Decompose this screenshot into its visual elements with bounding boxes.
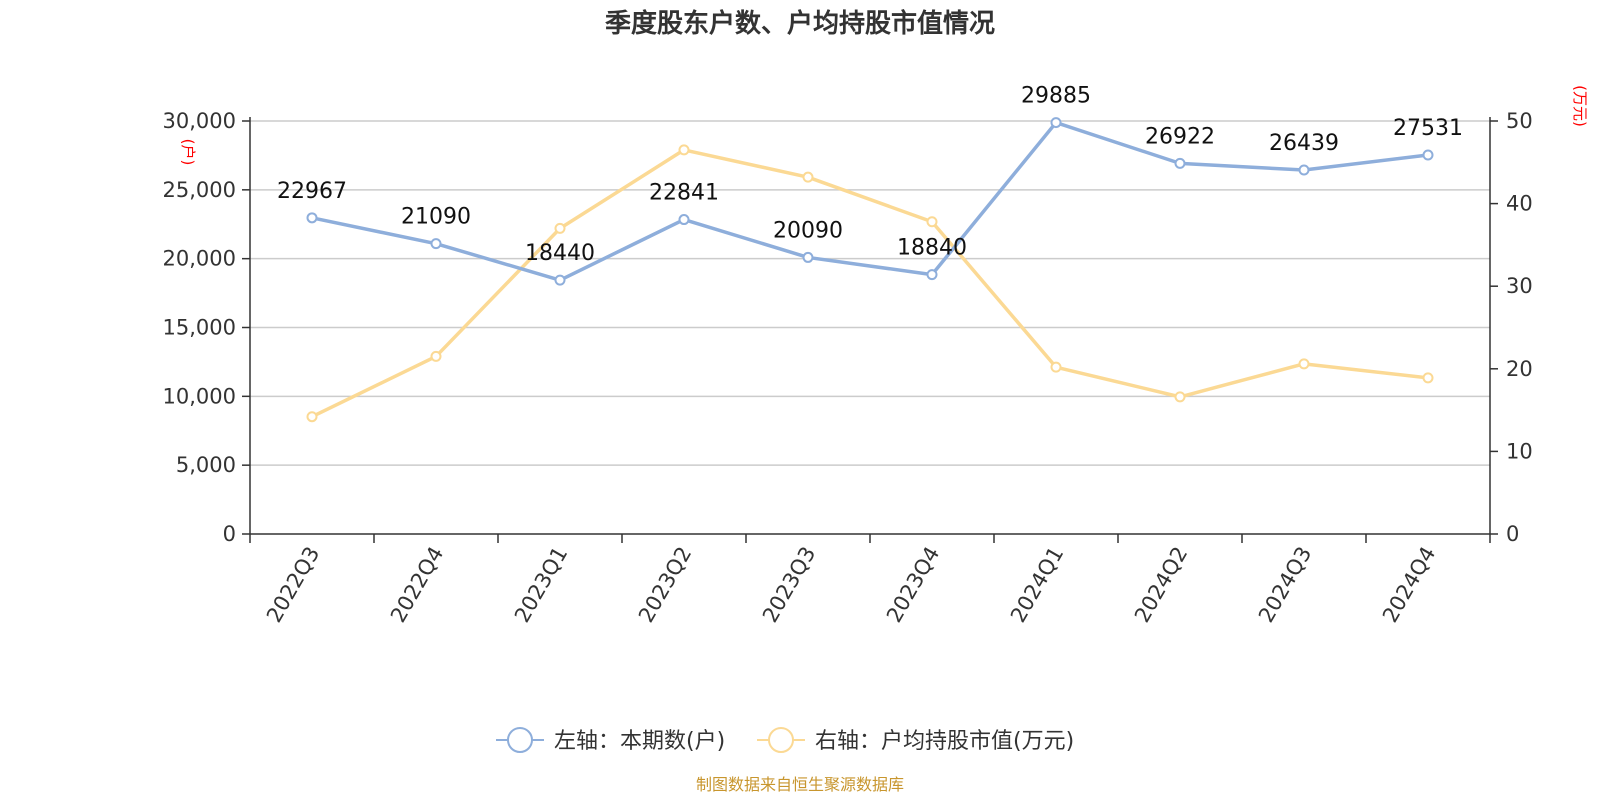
data-labels: 22967 21090 18440 22841 20090 18840 29885 26922… [277, 84, 1463, 267]
holder-count-data-label: 27531 [1393, 116, 1463, 141]
x-axis-tick-label: 2023Q3 [758, 543, 820, 627]
avg-value-point [554, 222, 566, 234]
holder-count-point [802, 251, 814, 263]
source-note: 制图数据来自恒生聚源数据库 [696, 775, 904, 794]
x-axis-tick-label: 2024Q3 [1254, 543, 1316, 627]
left-axis-tick-label: 5,000 [176, 453, 236, 477]
gridlines [250, 120, 1490, 466]
holder-count-data-label: 26922 [1145, 124, 1215, 149]
holder-count-point [1174, 157, 1186, 169]
left-axis-tick-label: 20,000 [163, 247, 236, 271]
x-axis-tick-label: 2022Q3 [262, 543, 324, 627]
holder-count-point [1422, 149, 1434, 161]
avg-value-point [1050, 361, 1062, 373]
legend-item-avg-value: 右轴：户均持股市值(万元) [815, 729, 1074, 754]
holder-count-data-label: 21090 [401, 205, 471, 230]
holder-count-data-label: 22967 [277, 179, 347, 204]
left-axis-tick-label: 30,000 [163, 109, 236, 133]
avg-value-point [1174, 391, 1186, 403]
holder-count-point [926, 269, 938, 281]
data-points [306, 117, 1434, 423]
x-axis-tick-label: 2022Q4 [386, 543, 448, 627]
avg-value-point [1422, 372, 1434, 384]
legend: 左轴：本期数(户) 右轴：户均持股市值(万元) [496, 727, 1074, 754]
x-axis-tick-label: 2023Q2 [634, 543, 696, 627]
right-axis-unit: (万元) [1571, 85, 1589, 127]
left-axis-unit: (户) [179, 139, 197, 166]
holder-count-data-label: 18840 [897, 236, 967, 261]
holder-count-data-label: 26439 [1269, 131, 1339, 156]
holder-count-data-label: 18440 [525, 241, 595, 266]
holder-count-point [554, 274, 566, 286]
x-axis-tick-label: 2023Q1 [510, 543, 572, 627]
holder-count-point [306, 212, 318, 224]
left-axis-tick-label: 0 [223, 522, 236, 546]
avg-value-point [926, 216, 938, 228]
right-axis-tick-label: 40 [1506, 192, 1533, 216]
avg-value-point [430, 350, 442, 362]
holder-count-point [430, 238, 442, 250]
right-axis-tick-label: 0 [1506, 522, 1519, 546]
avg-value-line [311, 148, 1429, 419]
right-axis-tick-label: 20 [1506, 357, 1533, 381]
holder-count-data-label: 20090 [773, 218, 843, 243]
holder-count-data-label: 22841 [649, 181, 719, 206]
left-axis-tick-label: 25,000 [163, 178, 236, 202]
chart-title: 季度股东户数、户均持股市值情况 [605, 8, 995, 39]
avg-value-point [802, 171, 814, 183]
left-axis-tick-label: 10,000 [163, 384, 236, 408]
x-axis-tick-label: 2024Q4 [1378, 543, 1440, 627]
legend-marker [507, 727, 533, 753]
avg-value-point [306, 411, 318, 423]
legend-item-holder-count: 左轴：本期数(户) [554, 729, 725, 754]
right-axis-tick-label: 30 [1506, 274, 1533, 298]
holder-count-point [1298, 164, 1310, 176]
x-axis-tick-label: 2024Q2 [1130, 543, 1192, 627]
avg-value-point [1298, 358, 1310, 370]
left-axis-tick-label: 15,000 [163, 316, 236, 340]
holder-count-data-label: 29885 [1021, 84, 1091, 109]
right-axis-tick-label: 50 [1506, 109, 1533, 133]
avg-value-point [678, 144, 690, 156]
x-axis-tick-label: 2024Q1 [1006, 543, 1068, 627]
holder-count-line [311, 120, 1429, 282]
x-axis-tick-label: 2023Q4 [882, 543, 944, 627]
legend-marker [768, 727, 794, 753]
right-axis-tick-label: 10 [1506, 439, 1533, 463]
holder-count-point [678, 214, 690, 226]
series-lines [311, 120, 1429, 419]
holder-count-point [1050, 117, 1062, 129]
